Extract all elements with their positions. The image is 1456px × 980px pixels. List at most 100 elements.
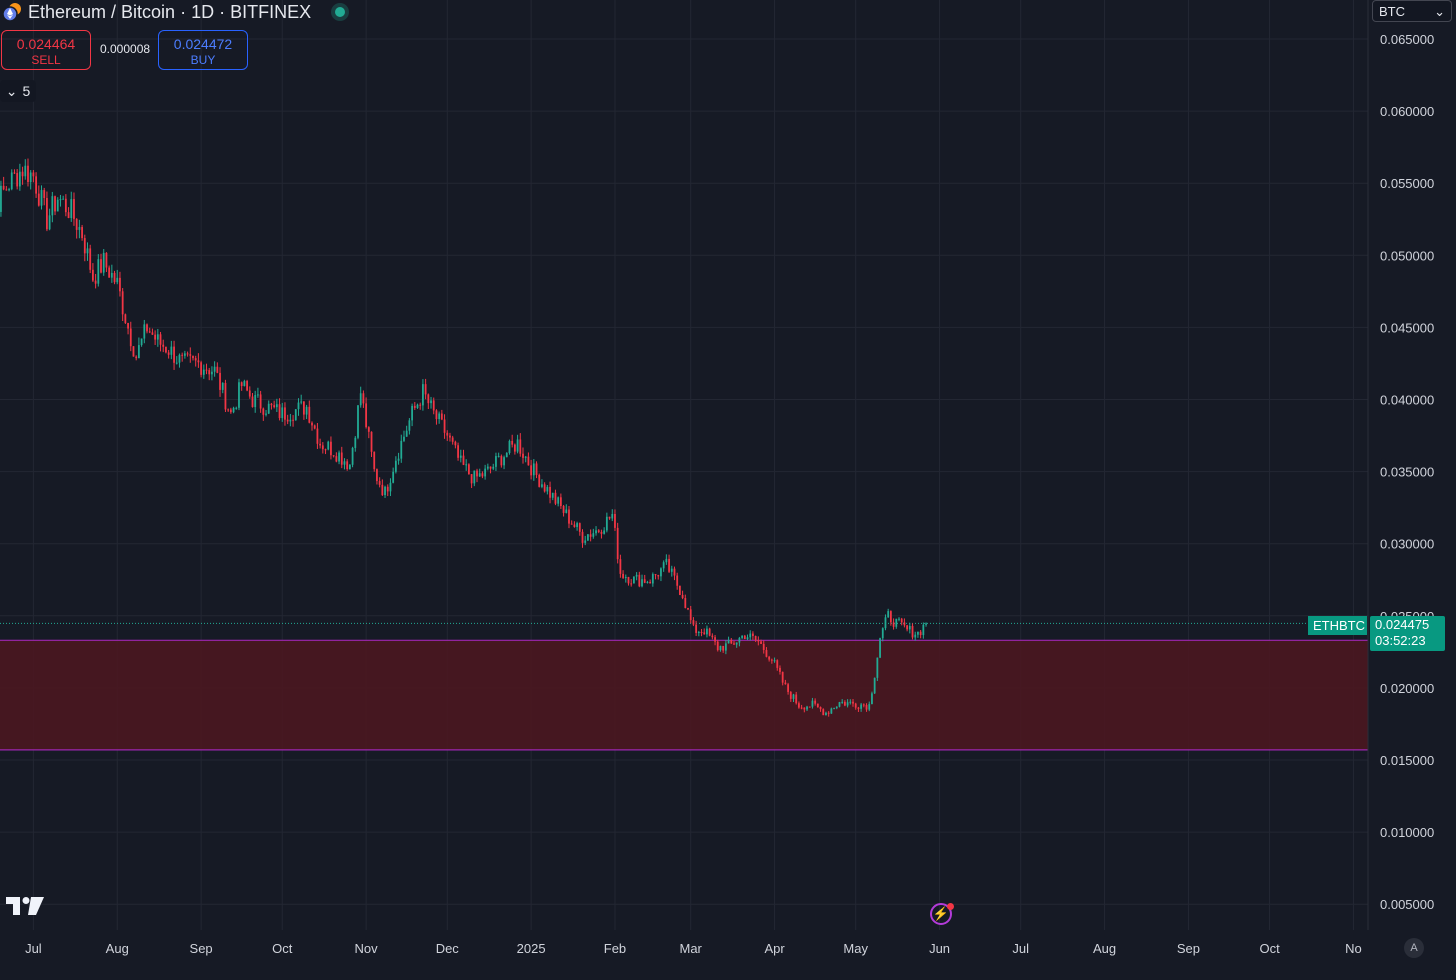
candle-body xyxy=(330,441,332,456)
candle-body xyxy=(879,638,881,658)
candle-body xyxy=(595,530,597,534)
candle-body xyxy=(835,706,838,709)
candle-body xyxy=(64,198,67,213)
candle-body xyxy=(270,403,273,406)
candle-body xyxy=(678,585,681,595)
candle-body xyxy=(235,407,238,409)
candle-body xyxy=(446,432,449,436)
candle-body xyxy=(56,199,59,212)
candle-body xyxy=(400,440,403,459)
candle-body xyxy=(427,394,430,404)
candle-body xyxy=(665,558,668,563)
lightning-icon[interactable]: ⚡ xyxy=(930,903,952,925)
candle-body xyxy=(722,645,725,651)
candle-body xyxy=(584,540,587,543)
candle-body xyxy=(697,632,700,634)
tradingview-logo-icon[interactable] xyxy=(6,895,44,921)
candle-body xyxy=(803,707,806,710)
candle-body xyxy=(735,642,738,645)
candle-body xyxy=(389,482,392,492)
candle-body xyxy=(116,277,119,283)
candle-body xyxy=(67,212,70,219)
tradingview-logo-shape xyxy=(6,897,44,915)
candle-body xyxy=(573,524,576,527)
candle-body xyxy=(827,712,830,714)
candle-body xyxy=(146,324,148,332)
candle-body xyxy=(814,700,817,704)
candle-body xyxy=(302,401,305,415)
time-tick-label: Apr xyxy=(764,941,785,956)
candle-body xyxy=(516,439,519,452)
candle-body xyxy=(754,636,757,640)
candle-body xyxy=(468,464,470,475)
candle-body xyxy=(911,625,914,638)
symbol-title[interactable]: Ethereum / Bitcoin · 1D · BITFINEX xyxy=(28,1,312,22)
candle-body xyxy=(919,631,922,636)
candle-body xyxy=(917,631,919,635)
candle-body xyxy=(730,639,733,644)
candle-body xyxy=(681,594,684,599)
time-tick-label: No xyxy=(1345,941,1362,956)
market-open-dot-icon[interactable] xyxy=(335,7,346,17)
candle-body xyxy=(8,189,10,191)
candle-body xyxy=(2,185,5,190)
currency-select[interactable]: BTC ⌄ xyxy=(1372,0,1452,22)
candle-body xyxy=(192,355,194,359)
candle-body xyxy=(335,456,338,462)
candle-body xyxy=(898,618,900,620)
candle-body xyxy=(419,404,422,406)
candle-body xyxy=(373,451,376,470)
candle-body xyxy=(359,393,362,406)
candle-body xyxy=(29,172,32,183)
price-axis[interactable]: 0.065000 0.060000 0.055000 0.050000 0.045000… xyxy=(1380,32,1434,912)
candle-body xyxy=(284,407,286,420)
currency-value: BTC xyxy=(1379,4,1405,19)
indicators-toggle-button[interactable]: ⌄ 5 xyxy=(0,80,36,102)
candle-body xyxy=(73,199,75,219)
candle-body xyxy=(27,165,29,183)
candle-body xyxy=(597,530,600,532)
candle-body xyxy=(10,172,13,190)
candle-body xyxy=(781,671,784,683)
candle-body xyxy=(305,406,308,415)
candle-body xyxy=(884,617,887,629)
candle-body xyxy=(259,394,262,409)
candle-body xyxy=(324,449,327,451)
candle-body xyxy=(554,492,557,504)
candle-body xyxy=(486,466,489,469)
candle-body xyxy=(338,452,340,462)
candle-body xyxy=(741,635,744,638)
time-tick-label: Dec xyxy=(436,941,460,956)
candle-body xyxy=(219,372,221,390)
candle-body xyxy=(13,172,16,174)
candle-body xyxy=(530,465,533,476)
candle-body xyxy=(351,447,354,465)
candle-body xyxy=(692,620,695,625)
candle-body xyxy=(289,419,292,422)
price-tick-label: 0.010000 xyxy=(1380,825,1434,840)
candle-body xyxy=(522,453,524,458)
candle-body xyxy=(348,464,351,470)
candle-body xyxy=(559,497,562,507)
candle-body xyxy=(846,702,849,706)
last-price-value: 0.024475 xyxy=(1375,617,1430,632)
time-tick-label: Sep xyxy=(190,941,213,956)
auto-scale-button[interactable]: A xyxy=(1404,938,1424,958)
chevron-down-icon: ⌄ xyxy=(5,82,18,99)
sell-button[interactable]: 0.024464 SELL xyxy=(1,30,91,70)
candle-body xyxy=(860,704,863,709)
indicator-count: 5 xyxy=(22,83,31,99)
buy-button[interactable]: 0.024472 BUY xyxy=(158,30,248,70)
candle-body xyxy=(465,464,468,466)
time-tick-label: Sep xyxy=(1177,941,1200,956)
candle-body xyxy=(170,346,173,355)
candle-body xyxy=(278,404,281,419)
time-axis[interactable]: Jul Aug Sep Oct Nov Dec 2025 Feb Mar Apr May Jun Jul… xyxy=(25,941,1362,956)
candle-body xyxy=(257,394,259,396)
candle-body xyxy=(592,533,595,537)
candle-body xyxy=(321,445,324,450)
candle-body xyxy=(497,456,500,458)
candle-body xyxy=(873,677,876,694)
